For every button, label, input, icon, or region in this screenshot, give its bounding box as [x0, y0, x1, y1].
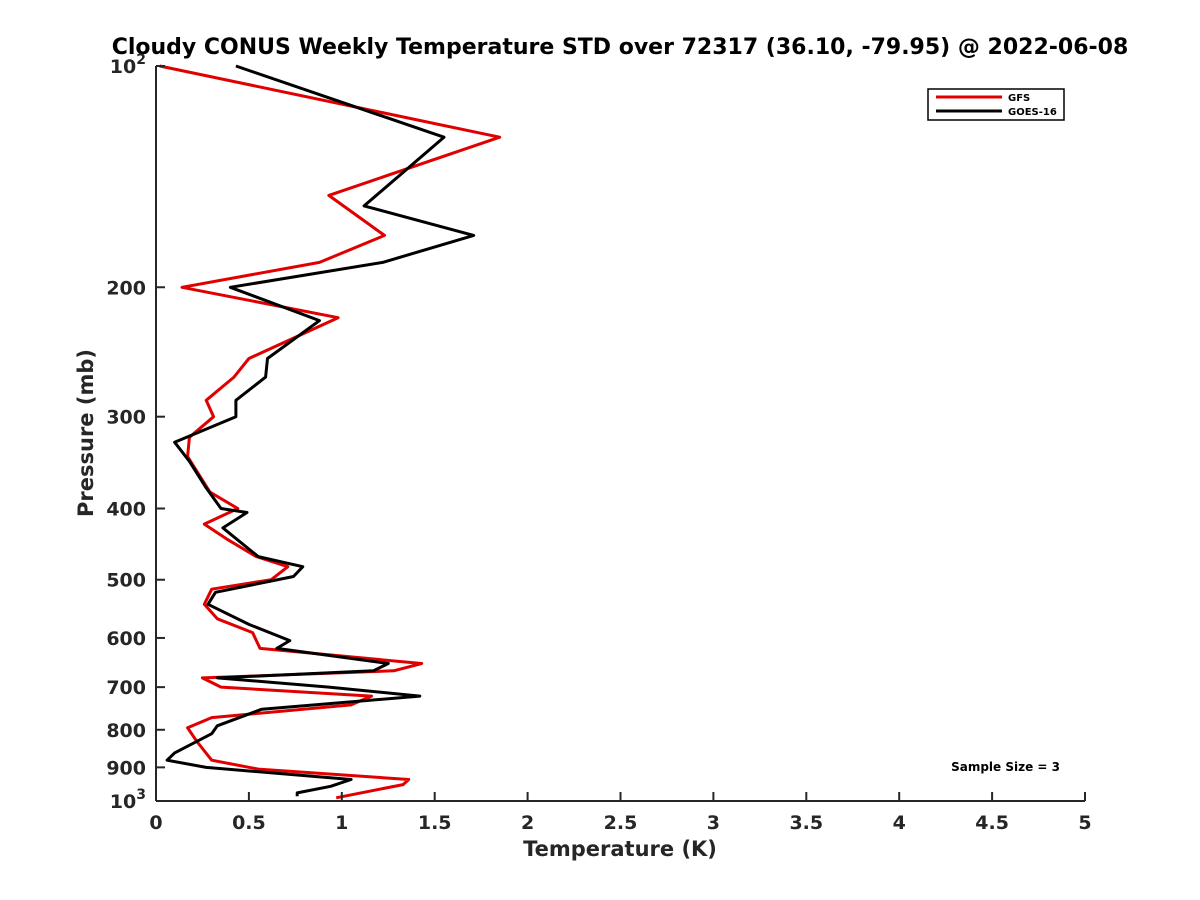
x-ticks: 0 0.5 1 1.5 2 2.5 3 3.5 4 4.5 5 [149, 792, 1092, 834]
x-tick-label: 4.5 [975, 812, 1009, 834]
y-tick-label-base: 200 [106, 277, 146, 299]
x-tick-label: 4 [893, 812, 906, 834]
y-tick-label-exponent: 2 [136, 52, 146, 68]
y-tick-label-base: 700 [106, 677, 146, 699]
y-tick-label-base: 900 [106, 757, 146, 779]
x-tick-label: 1.5 [418, 812, 452, 834]
x-tick-label: 3 [707, 812, 720, 834]
y-tick-label: 500 [106, 570, 146, 592]
series-line-goes16 [165, 64, 476, 797]
x-tick-label: 2.5 [604, 812, 638, 834]
y-tick-label-base: 10 [110, 791, 136, 813]
y-tick-label: 400 [106, 499, 146, 521]
legend-label-goes16: GOES-16 [1008, 107, 1057, 118]
series-layer [159, 64, 502, 800]
x-tick-label: 0 [149, 812, 162, 834]
y-tick-label-base: 300 [106, 407, 146, 429]
legend-label-gfs: GFS [1008, 93, 1030, 104]
y-tick-label: 300 [106, 407, 146, 429]
y-tick-label-base: 600 [106, 628, 146, 650]
y-tick-label: 900 [106, 757, 146, 779]
x-tick-label: 0.5 [232, 812, 266, 834]
y-tick-label-base: 400 [106, 499, 146, 521]
x-axis-label: Temperature (K) [523, 837, 717, 861]
y-tick-label-base: 10 [110, 56, 136, 78]
y-tick-label-base: 800 [106, 720, 146, 742]
y-tick-label: 800 [106, 720, 146, 742]
y-axis-label: Pressure (mb) [74, 349, 98, 517]
y-tick-label-exponent: 3 [136, 787, 146, 803]
x-tick-label: 5 [1078, 812, 1091, 834]
x-tick-label: 3.5 [789, 812, 823, 834]
legend: GFS GOES-16 [927, 88, 1065, 121]
legend-box [927, 88, 1065, 121]
x-tick-label: 1 [335, 812, 348, 834]
sample-size-annotation: Sample Size = 3 [951, 760, 1060, 774]
y-tick-label: 600 [106, 628, 146, 650]
y-tick-label-base: 500 [106, 570, 146, 592]
y-tick-label: 700 [106, 677, 146, 699]
x-tick-label: 2 [521, 812, 534, 834]
y-tick-label: 102 [110, 52, 146, 78]
y-tick-label: 200 [106, 277, 146, 299]
y-tick-label: 103 [110, 787, 146, 813]
chart-title: Cloudy CONUS Weekly Temperature STD over… [112, 35, 1129, 60]
